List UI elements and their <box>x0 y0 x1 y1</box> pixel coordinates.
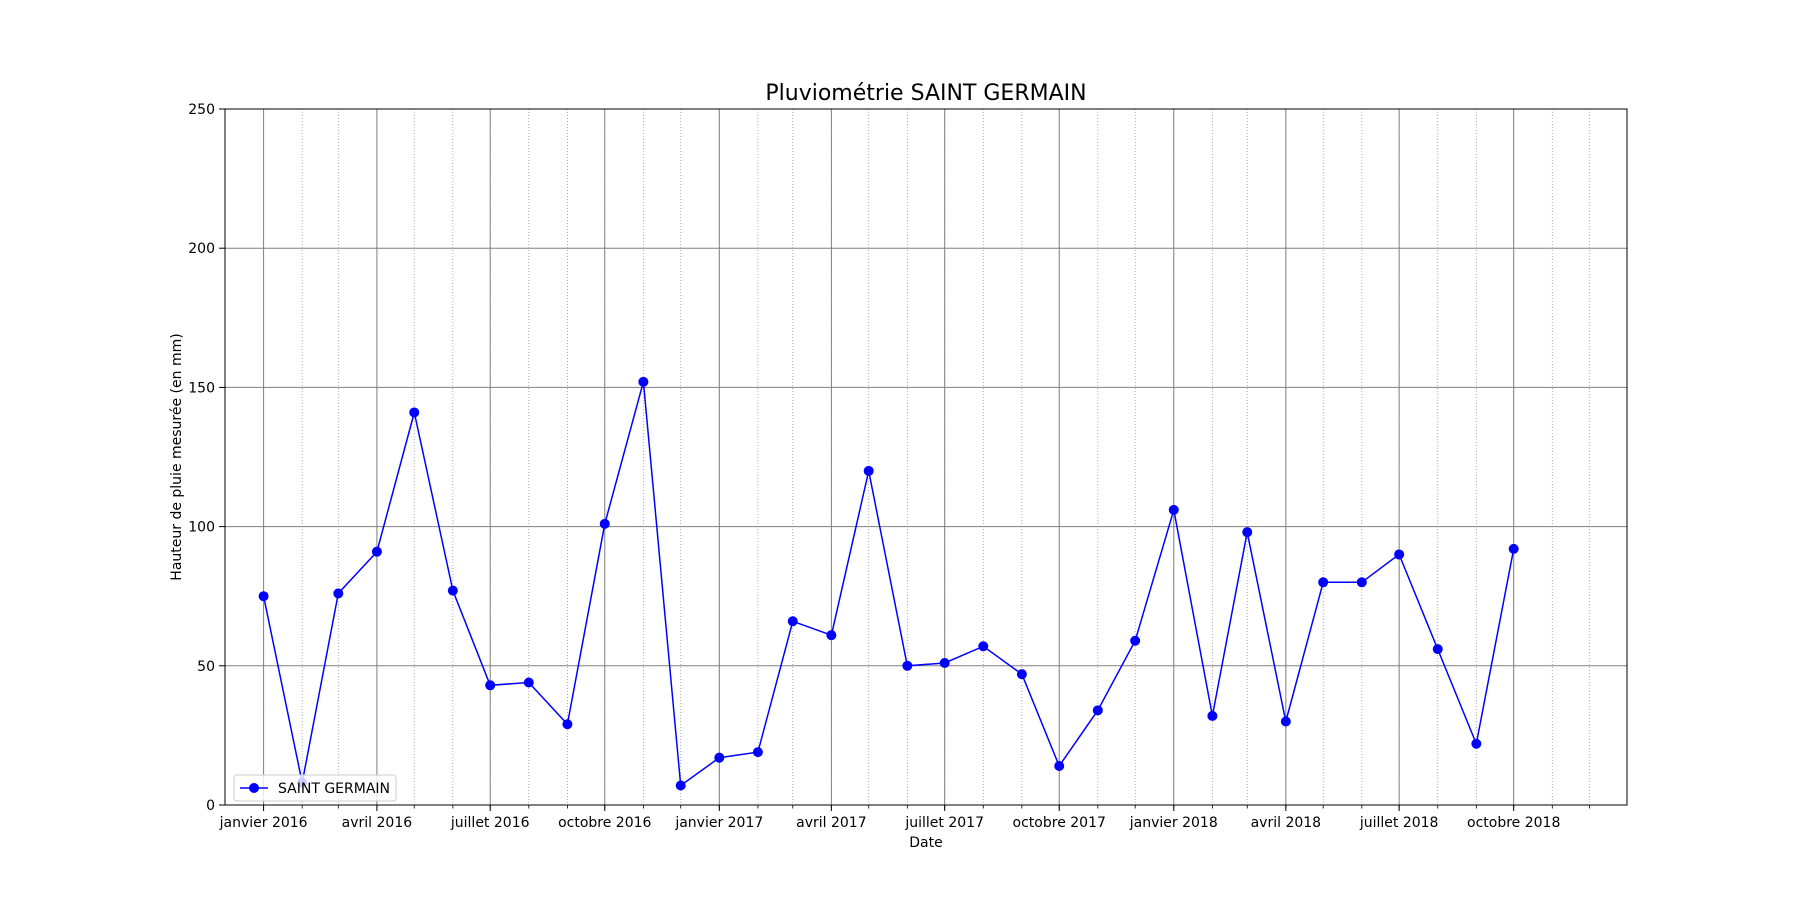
data-point <box>714 752 725 763</box>
data-point <box>1280 716 1291 727</box>
data-point <box>1207 710 1218 721</box>
x-tick-label: janvier 2016 <box>219 815 308 831</box>
plot-frame <box>224 108 1628 806</box>
data-point <box>675 780 686 791</box>
data-point <box>1054 761 1065 772</box>
data-point <box>978 641 989 652</box>
x-axis-label: Date <box>909 835 942 851</box>
y-tick-label: 0 <box>206 798 215 814</box>
y-tick-label: 50 <box>197 659 215 675</box>
data-point <box>787 616 798 627</box>
x-tick-label: octobre 2016 <box>558 815 651 831</box>
x-tick-label: janvier 2018 <box>1129 815 1218 831</box>
legend-label: SAINT GERMAIN <box>278 781 390 797</box>
data-point <box>1168 504 1179 515</box>
chart-title: Pluviométrie SAINT GERMAIN <box>765 81 1086 106</box>
x-tick-label: janvier 2017 <box>674 815 763 831</box>
y-tick-label: 200 <box>188 241 215 257</box>
x-tick-label: juillet 2018 <box>1359 815 1439 831</box>
data-point <box>333 588 344 599</box>
data-point <box>939 658 950 669</box>
legend: SAINT GERMAIN <box>233 774 397 802</box>
data-point <box>1356 577 1367 588</box>
data-point <box>258 591 269 602</box>
tick-layer: janvier 2016 avril 2016 juillet 2016 octobr… <box>188 102 1591 831</box>
data-point <box>638 376 649 387</box>
data-point <box>1130 635 1141 646</box>
data-point <box>523 677 534 688</box>
data-point <box>752 747 763 758</box>
data-point <box>562 719 573 730</box>
x-tick-label: octobre 2018 <box>1467 815 1560 831</box>
data-point <box>447 585 458 596</box>
y-tick-label: 150 <box>188 380 215 396</box>
data-point <box>863 465 874 476</box>
data-point <box>409 407 420 418</box>
data-point <box>902 660 913 671</box>
x-tick-label: avril 2017 <box>796 815 866 831</box>
data-point <box>1242 527 1253 538</box>
data-point <box>826 630 837 641</box>
grid-layer <box>225 108 1627 806</box>
data-point <box>1432 644 1443 655</box>
data-point <box>1394 549 1405 560</box>
data-point <box>371 546 382 557</box>
legend-marker-swatch <box>249 783 259 793</box>
y-tick-label: 250 <box>188 102 215 118</box>
series-line <box>262 381 1515 787</box>
data-point <box>1318 577 1329 588</box>
x-tick-label: avril 2018 <box>1251 815 1321 831</box>
data-point <box>1508 543 1519 554</box>
x-tick-label: octobre 2017 <box>1013 815 1106 831</box>
legend-box <box>233 774 397 802</box>
data-point <box>1016 669 1027 680</box>
data-point <box>485 680 496 691</box>
data-point <box>599 518 610 529</box>
series-layer <box>258 376 1519 791</box>
data-point <box>1471 738 1482 749</box>
x-tick-label: juillet 2017 <box>904 815 984 831</box>
data-point <box>1092 705 1103 716</box>
y-tick-label: 100 <box>188 520 215 536</box>
x-tick-label: juillet 2016 <box>450 815 530 831</box>
y-axis-label: Hauteur de pluie mesurée (en mm) <box>169 333 185 580</box>
x-tick-label: avril 2016 <box>342 815 413 831</box>
